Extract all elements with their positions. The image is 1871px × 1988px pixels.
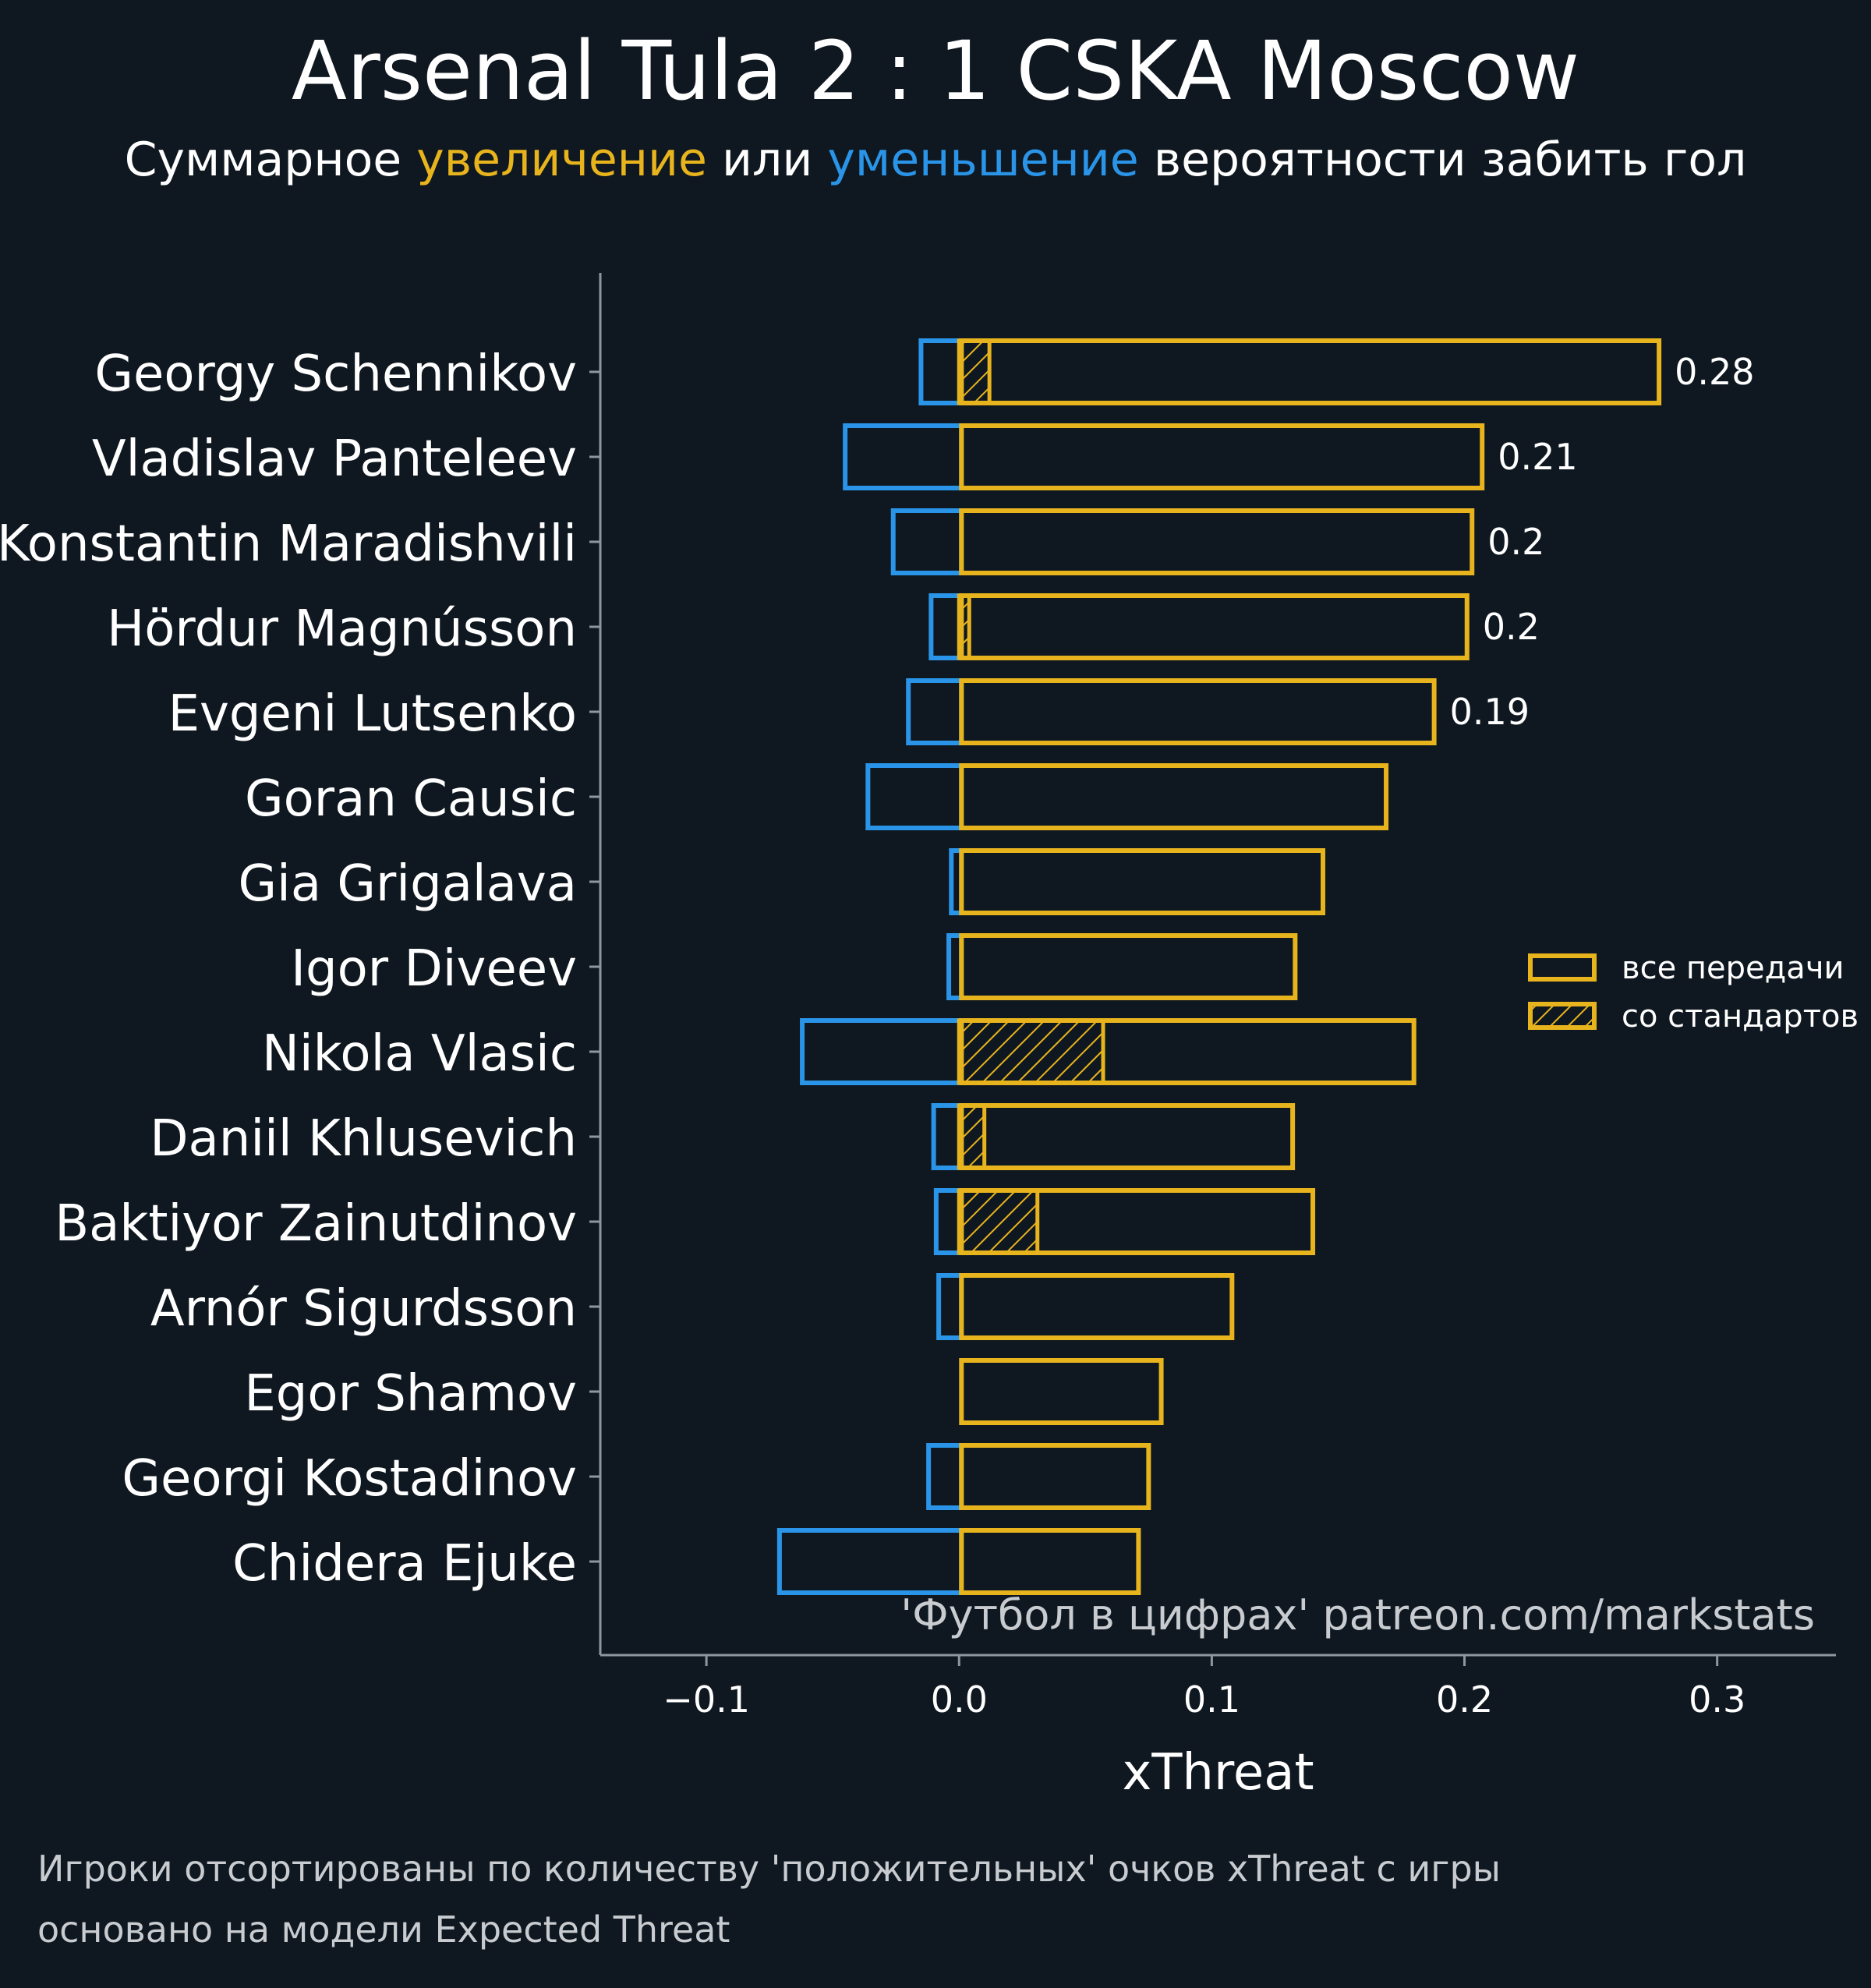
legend-swatch-all-passes <box>1528 953 1597 982</box>
chart-title: Arsenal Tula 2 : 1 CSKA Moscow <box>291 23 1580 119</box>
bar-negative <box>890 508 964 575</box>
x-tick-label: 0.1 <box>1183 1678 1240 1721</box>
bar-all-passes <box>959 763 1389 830</box>
x-tick-label: 0.0 <box>931 1678 988 1721</box>
bar-all-passes <box>959 1188 1316 1255</box>
x-tick-label: 0.3 <box>1689 1678 1745 1721</box>
subtitle-prefix: Суммарное <box>124 133 417 187</box>
bar-all-passes <box>959 933 1298 1000</box>
footnote-line-1: Игроки отсортированы по количеству 'поло… <box>37 1848 1501 1890</box>
y-tick-label: Georgi Kostadinov <box>122 1450 577 1508</box>
value-label: 0.2 <box>1487 521 1544 563</box>
y-tick-label: Evgeni Lutsenko <box>168 685 577 743</box>
y-tick-label: Hördur Magnússon <box>107 600 577 658</box>
y-tick-label: Nikola Vlasic <box>262 1025 577 1083</box>
bar-negative <box>906 678 964 745</box>
y-tick-label: Konstantin Maradishvili <box>0 515 577 573</box>
y-tick-label: Vladislav Panteleev <box>92 430 577 488</box>
y-tick-label: Chidera Ejuke <box>232 1535 577 1593</box>
bar-negative <box>936 1273 964 1340</box>
bar-all-passes <box>959 1273 1235 1340</box>
subtitle-increase: увеличение <box>416 133 707 187</box>
y-tick-label: Georgy Schennikov <box>94 345 577 403</box>
bar-all-passes <box>959 1358 1164 1425</box>
x-axis-label: xThreat <box>1122 1744 1314 1802</box>
y-tick-label: Gia Grigalava <box>238 855 577 913</box>
bar-setpiece <box>957 1018 1105 1085</box>
bar-all-passes <box>959 1528 1141 1595</box>
legend-swatch-setpiece <box>1528 1002 1597 1030</box>
footnote-line-2: основано на модели Expected Threat <box>37 1908 730 1951</box>
y-tick-label: Egor Shamov <box>244 1365 577 1423</box>
bar-negative <box>928 593 964 660</box>
bar-negative <box>800 1018 964 1085</box>
bar-all-passes <box>959 678 1437 745</box>
bar-all-passes <box>959 338 1662 405</box>
bar-negative <box>865 763 964 830</box>
value-label: 0.28 <box>1675 351 1754 393</box>
bar-all-passes <box>959 848 1326 915</box>
bar-setpiece <box>957 1188 1040 1255</box>
bar-negative <box>918 338 964 405</box>
bar-negative <box>843 423 964 490</box>
chart-subtitle: Суммарное увеличение или уменьшение веро… <box>0 133 1871 187</box>
value-label: 0.2 <box>1483 606 1540 648</box>
value-label: 0.19 <box>1450 691 1530 733</box>
y-tick-label: Baktiyor Zainutdinov <box>55 1195 577 1253</box>
subtitle-middle: или <box>706 133 828 187</box>
y-tick-label: Daniil Khlusevich <box>150 1110 577 1168</box>
x-tick-label: 0.2 <box>1436 1678 1493 1721</box>
bar-all-passes <box>959 1103 1296 1170</box>
watermark-text: 'Футбол в цифрах' patreon.com/markstats <box>900 1590 1815 1640</box>
bar-all-passes <box>959 508 1475 575</box>
bar-all-passes <box>959 423 1485 490</box>
legend-label-setpiece: со стандартов <box>1622 999 1859 1035</box>
bar-negative <box>776 1528 964 1595</box>
bar-all-passes <box>959 593 1470 660</box>
bar-all-passes <box>959 1018 1417 1085</box>
legend-label-all-passes: все передачи <box>1622 950 1844 986</box>
bar-all-passes <box>959 1443 1151 1510</box>
bar-negative <box>926 1443 964 1510</box>
y-tick-label: Goran Causic <box>245 770 577 828</box>
y-tick-label: Igor Diveev <box>291 940 577 998</box>
value-label: 0.21 <box>1498 436 1577 478</box>
subtitle-suffix: вероятности забить гол <box>1138 133 1747 187</box>
x-tick-label: −0.1 <box>663 1678 750 1721</box>
subtitle-decrease: уменьшение <box>827 133 1139 187</box>
y-tick-label: Arnór Sigurdsson <box>150 1280 577 1338</box>
